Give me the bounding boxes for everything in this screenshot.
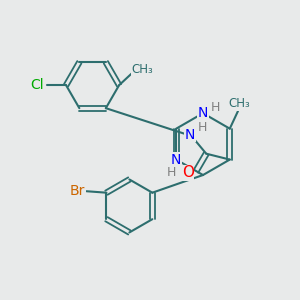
Text: Br: Br xyxy=(70,184,85,198)
Text: N: N xyxy=(185,128,195,142)
Text: H: H xyxy=(211,101,220,114)
Text: S: S xyxy=(171,153,181,168)
Text: CH₃: CH₃ xyxy=(132,63,154,76)
Text: N: N xyxy=(198,106,208,120)
Text: N: N xyxy=(171,153,181,166)
Text: Cl: Cl xyxy=(31,78,44,92)
Text: H: H xyxy=(167,166,176,179)
Text: H: H xyxy=(198,121,207,134)
Text: O: O xyxy=(182,165,194,180)
Text: CH₃: CH₃ xyxy=(229,97,250,110)
